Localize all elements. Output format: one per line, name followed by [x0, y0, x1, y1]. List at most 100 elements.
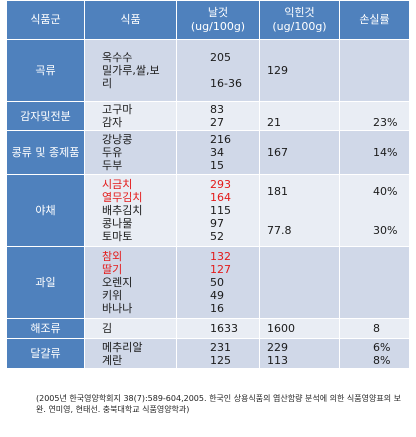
food-name: 고구마	[102, 103, 133, 116]
loss-rate: 8	[373, 322, 380, 335]
food-name: 참외	[102, 250, 123, 263]
cooked-cell-seaweed: 1600	[259, 318, 340, 339]
cooked-value	[263, 211, 336, 224]
raw-value: 97	[210, 217, 224, 230]
raw-value: 52	[210, 230, 224, 243]
raw-cell-grain: 205 16-36	[176, 39, 260, 102]
food-name: 키위	[102, 289, 123, 302]
cooked-value: 1600	[267, 322, 295, 335]
raw-value: 15	[210, 159, 224, 172]
food-cell-egg: 메추리알 계란	[84, 338, 177, 369]
raw-value: 216	[210, 133, 231, 146]
food-name: 토마토	[102, 230, 133, 243]
food-cell-fruit: 참외 딸기 오렌지 키위 바나나	[84, 246, 177, 319]
cooked-value: 129	[267, 64, 288, 77]
raw-value: 231	[210, 340, 231, 354]
loss-cell-egg: 6% 8%	[339, 338, 410, 369]
food-cell-grain: 옥수수 밀가루,쌀,보 리	[84, 39, 177, 102]
food-group-grain: 곡류	[6, 39, 85, 102]
raw-value: 293	[210, 178, 231, 191]
cooked-value: 113	[267, 353, 288, 367]
cooked-value: 77.8	[267, 223, 292, 237]
cooked-cell-grain: 129	[259, 39, 340, 102]
raw-value: 83	[210, 103, 224, 116]
food-group-seaweed: 해조류	[6, 318, 85, 339]
food-name: 콩나물	[102, 217, 133, 230]
loss-rate: 23%	[373, 116, 398, 129]
raw-value: 127	[210, 263, 231, 276]
food-name: 두유	[102, 146, 123, 159]
loss-cell-grain	[339, 39, 410, 102]
table-row: 과일 참외 딸기 오렌지 키위 바나나 132 127 50 49 16	[6, 246, 410, 319]
table-body: 곡류 옥수수 밀가루,쌀,보 리 205 16-36 129 감자및전분 고구마 감자 83 27…	[6, 39, 410, 369]
food-name: 김	[102, 322, 113, 335]
cooked-value: 181	[267, 184, 288, 198]
loss-rate	[343, 211, 406, 224]
food-cell-legume: 강낭콩 두유 두부	[84, 130, 177, 175]
header-food: 식품	[84, 0, 177, 40]
raw-value: 49	[210, 289, 224, 302]
raw-value: 205	[210, 51, 231, 64]
food-name: 감자	[102, 116, 123, 129]
table-row: 달걀류 메추리알 계란 231 125 229 113 6% 8%	[6, 338, 410, 369]
header-cooked: 익힌것 (ug/100g)	[259, 0, 340, 40]
raw-value: 34	[210, 146, 224, 159]
cooked-cell-legume: 167	[259, 130, 340, 175]
food-name: 강낭콩	[102, 133, 133, 146]
table-row: 곡류 옥수수 밀가루,쌀,보 리 205 16-36 129	[6, 39, 410, 102]
raw-value	[180, 64, 256, 77]
loss-cell-potato: 23%	[339, 101, 410, 131]
food-name: 오렌지	[102, 276, 133, 289]
cooked-value	[263, 198, 336, 211]
raw-value: 115	[210, 204, 231, 217]
raw-value: 132	[210, 250, 231, 263]
food-group-egg: 달걀류	[6, 338, 85, 369]
raw-cell-vegetable: 293 164 115 97 52	[176, 174, 260, 247]
raw-value: 125	[210, 353, 231, 367]
cooked-value: 229	[267, 340, 288, 354]
cooked-value: 167	[267, 146, 288, 159]
raw-value: 27	[210, 116, 224, 129]
table-row: 콩류 및 종제품 강낭콩 두유 두부 216 34 15 167 14%	[6, 130, 410, 175]
loss-rate: 6%	[373, 340, 391, 354]
food-name: 배추김치	[102, 204, 143, 217]
raw-value: 50	[210, 276, 224, 289]
loss-rate: 40%	[373, 184, 398, 198]
raw-value: 16	[210, 302, 224, 315]
loss-rate: 30%	[373, 223, 398, 237]
loss-rate	[343, 103, 406, 116]
cooked-value	[263, 103, 336, 116]
loss-rate	[343, 198, 406, 211]
loss-rate: 14%	[373, 146, 398, 159]
folate-content-table: 식품군 식품 날것 (ug/100g) 익힌것 (ug/100g) 손실률 곡류…	[6, 0, 410, 369]
food-name: 바나나	[102, 302, 133, 315]
raw-value: 164	[210, 191, 231, 204]
food-group-vegetable: 야채	[6, 174, 85, 247]
loss-cell-legume: 14%	[339, 130, 410, 175]
food-name: 열무김치	[102, 191, 143, 204]
raw-cell-seaweed: 1633	[176, 318, 260, 339]
raw-cell-legume: 216 34 15	[176, 130, 260, 175]
food-group-potato: 감자및전분	[6, 101, 85, 131]
cooked-cell-potato: 21	[259, 101, 340, 131]
loss-cell-vegetable: 40% 30%	[339, 174, 410, 247]
loss-cell-fruit	[339, 246, 410, 319]
food-name: 시금치	[102, 178, 133, 191]
raw-value: 1633	[210, 322, 238, 335]
raw-cell-egg: 231 125	[176, 338, 260, 369]
food-cell-vegetable: 시금치 열무김치 배추김치 콩나물 토마토	[84, 174, 177, 247]
header-raw: 날것 (ug/100g)	[176, 0, 260, 40]
loss-cell-seaweed: 8	[339, 318, 410, 339]
food-name: 딸기	[102, 263, 123, 276]
table-row: 해조류 김 1633 1600 8	[6, 318, 410, 339]
loss-rate: 8%	[373, 353, 391, 367]
food-name: 밀가루,쌀,보 리	[102, 64, 160, 90]
header-row: 식품군 식품 날것 (ug/100g) 익힌것 (ug/100g) 손실률	[6, 0, 410, 40]
food-name: 계란	[102, 353, 123, 367]
food-cell-seaweed: 김	[84, 318, 177, 339]
raw-cell-fruit: 132 127 50 49 16	[176, 246, 260, 319]
cooked-value: 21	[267, 116, 281, 129]
food-cell-potato: 고구마 감자	[84, 101, 177, 131]
raw-cell-potato: 83 27	[176, 101, 260, 131]
